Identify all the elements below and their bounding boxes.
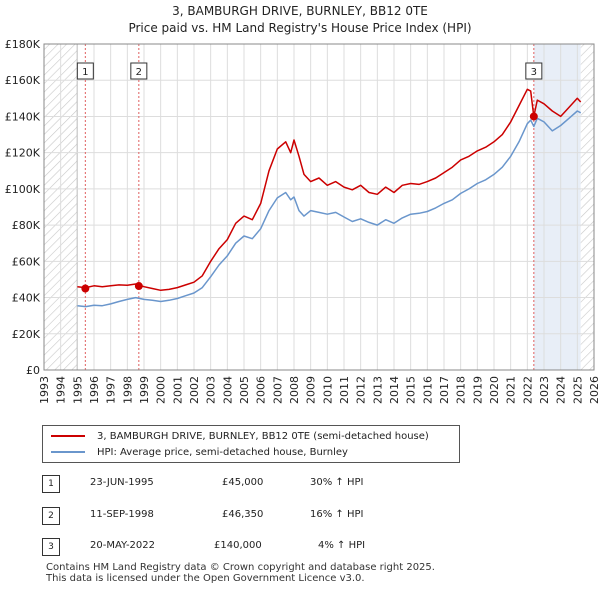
y-tick-label: £80K (12, 219, 41, 232)
transaction-hpi-change: 16% ↑ HPI (310, 509, 364, 520)
sale-point (529, 112, 538, 121)
x-tick-label: 2015 (405, 376, 418, 404)
sale-point (81, 284, 90, 293)
transaction-number-box (130, 62, 148, 80)
x-tick-label: 2019 (471, 376, 484, 404)
x-tick-label: 2001 (171, 376, 184, 404)
property-line-swatch (51, 435, 85, 437)
x-tick-label: 2022 (521, 376, 534, 404)
transaction-number-box (76, 62, 94, 80)
x-tick-label: 2004 (221, 376, 234, 404)
transaction-price: £45,000 (222, 477, 264, 488)
legend-property-label: 3, BAMBURGH DRIVE, BURNLEY, BB12 0TE (se… (97, 430, 429, 442)
x-tick-label: 2003 (205, 376, 218, 404)
plot-frame (43, 43, 595, 371)
x-tick-label: 2007 (271, 376, 284, 404)
x-tick-label: 2008 (288, 376, 301, 404)
x-tick-label: 2002 (188, 376, 201, 404)
x-tick-label: 1998 (121, 376, 134, 404)
x-tick-label: 2006 (255, 376, 268, 404)
legend-hpi-label: HPI: Average price, semi-detached house,… (97, 446, 348, 458)
transaction-badge: 3 (42, 538, 60, 556)
transaction-hpi-change: 30% ↑ HPI (310, 477, 364, 488)
x-tick-label: 2026 (588, 376, 600, 404)
x-tick-label: 1995 (71, 376, 84, 404)
transaction-date: 11-SEP-1998 (90, 509, 154, 520)
x-tick-label: 2025 (571, 376, 584, 404)
x-tick-label: 2018 (455, 376, 468, 404)
x-tick-label: 2009 (305, 376, 318, 404)
transaction-badge: 1 (42, 475, 60, 493)
x-tick-label: 2020 (488, 376, 501, 404)
y-tick-label: £120K (5, 147, 41, 160)
chart-subtitle: Price paid vs. HM Land Registry's House … (128, 21, 472, 35)
x-tick-label: 2013 (371, 376, 384, 404)
hpi-line-swatch (51, 451, 85, 453)
transaction-number-label: 3 (531, 67, 537, 78)
x-tick-label: 2016 (421, 376, 434, 404)
transaction-date: 20-MAY-2022 (90, 540, 156, 551)
x-tick-label: 2017 (438, 376, 451, 404)
x-tick-label: 1993 (38, 376, 51, 404)
x-tick-label: 2000 (155, 376, 168, 404)
y-tick-label: £100K (5, 183, 41, 196)
y-tick-label: £160K (5, 74, 41, 87)
transaction-number-label: 1 (82, 67, 88, 78)
legend-item-hpi: HPI: Average price, semi-detached house,… (51, 445, 348, 459)
x-tick-label: 1996 (88, 376, 101, 404)
y-tick-label: £20K (12, 328, 41, 341)
x-tick-label: 2012 (355, 376, 368, 404)
x-tick-label: 2014 (388, 376, 401, 404)
y-tick-label: £180K (5, 38, 41, 51)
legend: 3, BAMBURGH DRIVE, BURNLEY, BB12 0TE (se… (42, 425, 460, 463)
transaction-number-label: 2 (136, 67, 142, 78)
y-tick-label: £40K (12, 292, 41, 305)
transaction-hpi-change: 4% ↑ HPI (318, 540, 366, 551)
sale-point (134, 282, 143, 291)
y-tick-label: £0 (26, 364, 40, 377)
x-tick-label: 2024 (555, 376, 568, 404)
footer-copyright: Contains HM Land Registry data © Crown c… (46, 562, 435, 573)
hpi-series-line (77, 110, 582, 308)
x-tick-label: 1994 (55, 376, 68, 404)
transaction-date: 23-JUN-1995 (90, 477, 154, 488)
property-series-line (77, 88, 582, 292)
x-tick-label: 1997 (105, 376, 118, 404)
transaction-price: £140,000 (214, 540, 262, 551)
legend-item-property: 3, BAMBURGH DRIVE, BURNLEY, BB12 0TE (se… (51, 429, 429, 443)
hatched-region-after-data (580, 44, 594, 370)
x-tick-label: 1999 (138, 376, 151, 404)
transaction-price: £46,350 (222, 509, 264, 520)
latest-sale-shade (533, 44, 581, 370)
x-tick-label: 2021 (505, 376, 518, 404)
chart-title: 3, BAMBURGH DRIVE, BURNLEY, BB12 0TE (172, 4, 428, 18)
x-tick-label: 2010 (321, 376, 334, 404)
x-tick-label: 2005 (238, 376, 251, 404)
transaction-badge: 2 (42, 507, 60, 525)
x-tick-label: 2011 (338, 376, 351, 404)
x-tick-label: 2023 (538, 376, 551, 404)
footer-licence: This data is licensed under the Open Gov… (46, 573, 365, 584)
y-tick-label: £60K (12, 255, 41, 268)
y-tick-label: £140K (5, 110, 41, 123)
transaction-number-box (525, 62, 543, 80)
price-chart: 1 2 3 £0 £20K £40K £60K £80K £100K £120K £140K £16… (5, 38, 600, 404)
